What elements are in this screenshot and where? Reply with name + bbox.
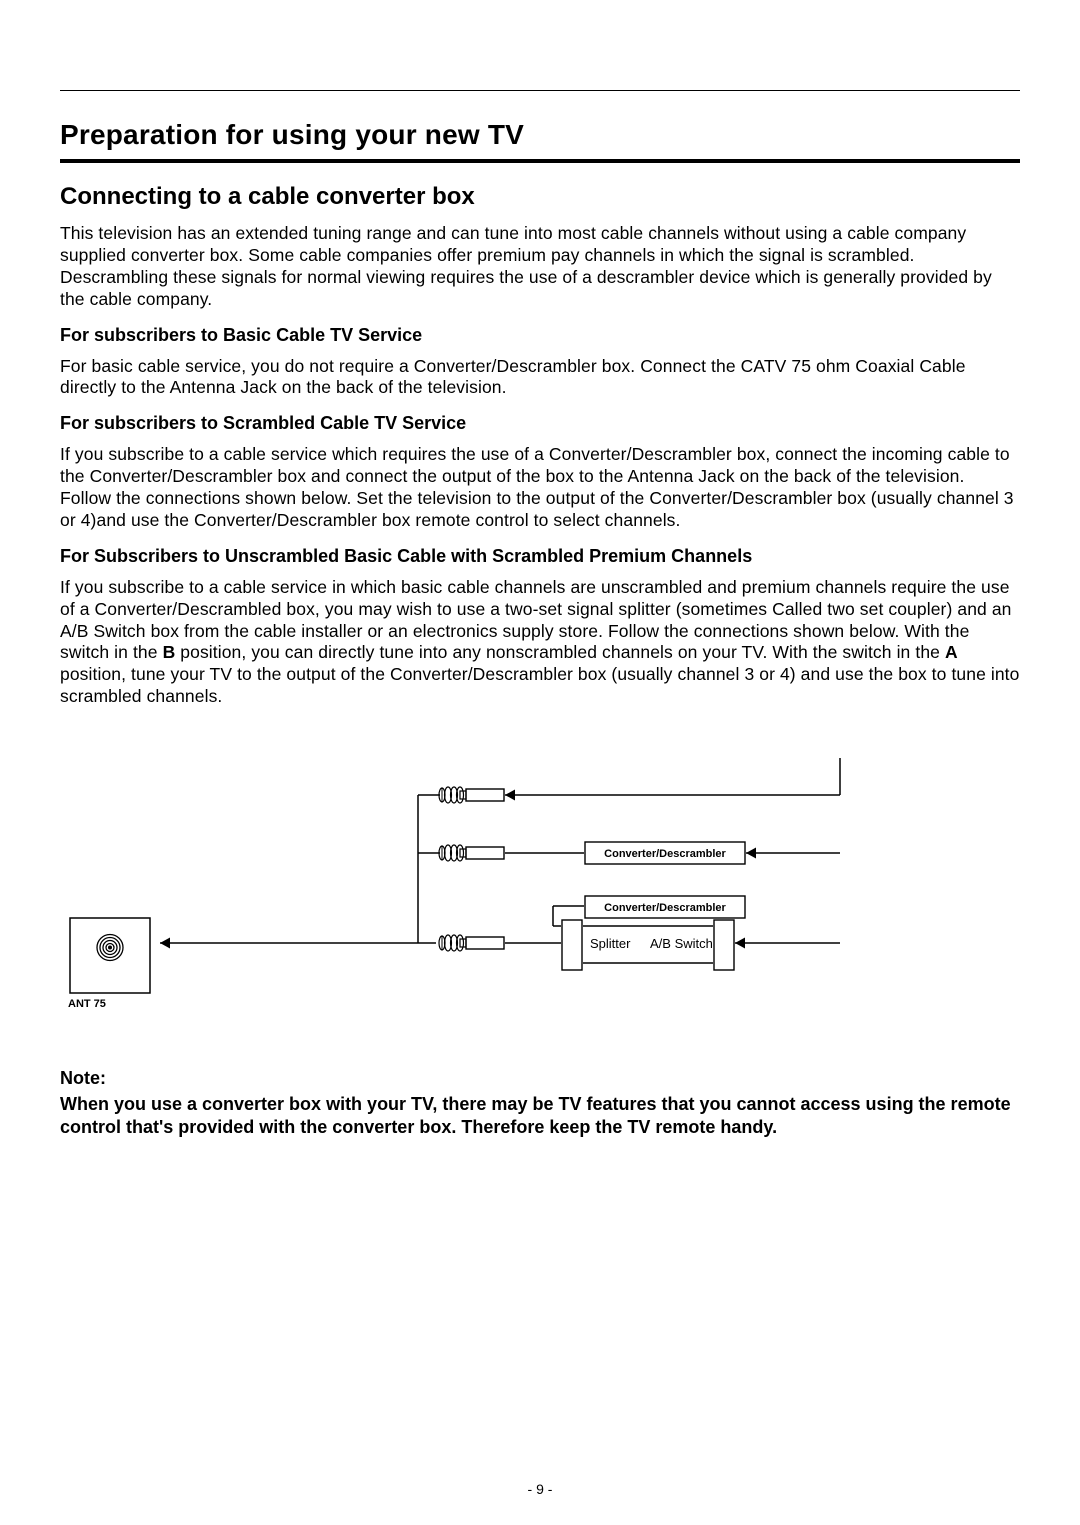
page-title: Preparation for using your new TV — [60, 119, 1020, 151]
sub2-title: For subscribers to Scrambled Cable TV Se… — [60, 413, 1020, 434]
svg-text:Converter/Descrambler: Converter/Descrambler — [604, 848, 726, 860]
sub3-body: If you subscribe to a cable service in w… — [60, 577, 1020, 708]
sub2-body: If you subscribe to a cable service whic… — [60, 444, 1020, 532]
note-block: Note: When you use a converter box with … — [60, 1068, 1020, 1140]
note-heading: Note: — [60, 1068, 1020, 1089]
svg-text:ANT 75: ANT 75 — [68, 998, 106, 1010]
note-text: When you use a converter box with your T… — [60, 1093, 1020, 1140]
sub3-title: For Subscribers to Unscrambled Basic Cab… — [60, 546, 1020, 567]
thick-horizontal-rule — [60, 159, 1020, 163]
connection-diagram: ANT 75 Converter/Descrambler Converter/Des… — [60, 748, 1020, 1028]
sub3-b2: A — [945, 642, 958, 662]
sub1-title: For subscribers to Basic Cable TV Servic… — [60, 325, 1020, 346]
page-container: Preparation for using your new TV Connec… — [0, 0, 1080, 1525]
sub1-body: For basic cable service, you do not requ… — [60, 356, 1020, 400]
sub3-mid: position, you can directly tune into any… — [175, 642, 945, 662]
svg-text:Converter/Descrambler: Converter/Descrambler — [604, 902, 726, 914]
svg-text:Splitter: Splitter — [590, 936, 631, 951]
svg-text:A/B Switch: A/B Switch — [650, 936, 713, 951]
intro-paragraph: This television has an extended tuning r… — [60, 223, 1020, 311]
sub3-post: position, tune your TV to the output of … — [60, 664, 1019, 706]
top-horizontal-rule — [60, 90, 1020, 91]
diagram-svg: ANT 75 Converter/Descrambler Converter/Des… — [60, 748, 1020, 1028]
section-title: Connecting to a cable converter box — [60, 183, 1020, 211]
page-number: - 9 - — [0, 1481, 1080, 1497]
sub3-b1: B — [163, 642, 176, 662]
